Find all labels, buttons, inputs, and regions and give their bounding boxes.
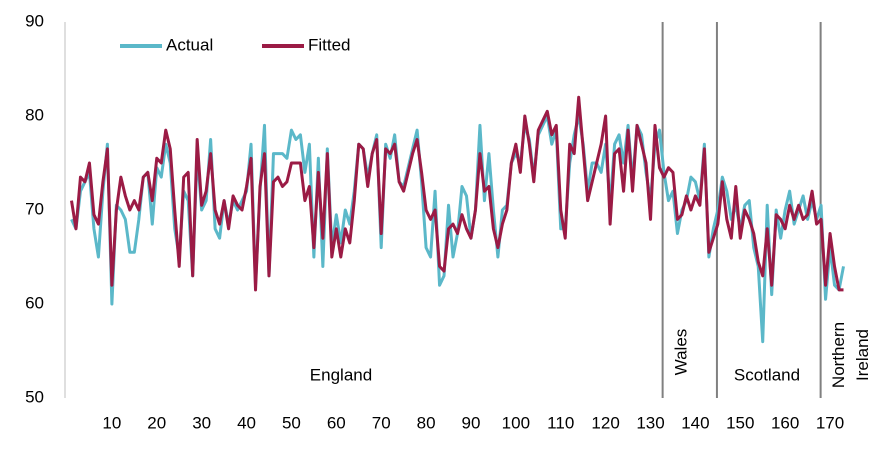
- x-tick-label: 40: [237, 413, 256, 432]
- x-tick-label: 20: [147, 413, 166, 432]
- x-tick-label: 70: [372, 413, 391, 432]
- x-tick-label: 90: [462, 413, 481, 432]
- legend-label: Fitted: [308, 35, 351, 54]
- region-label: England: [310, 365, 372, 384]
- x-tick-label: 110: [547, 413, 574, 432]
- region-label: Scotland: [734, 365, 800, 384]
- x-tick-label: 150: [726, 413, 754, 432]
- region-label: Northern Ireland: [829, 322, 872, 388]
- x-tick-label: 30: [192, 413, 211, 432]
- region-label: Wales: [671, 329, 690, 376]
- x-tick-label: 120: [591, 413, 619, 432]
- x-tick-label: 10: [102, 413, 121, 432]
- x-tick-label: 60: [327, 413, 346, 432]
- legend-label: Actual: [166, 35, 213, 54]
- x-tick-label: 160: [771, 413, 799, 432]
- x-tick-label: 100: [502, 413, 530, 432]
- x-tick-label: 170: [816, 413, 844, 432]
- y-tick-label: 50: [25, 387, 44, 406]
- y-tick-label: 60: [25, 293, 44, 312]
- x-tick-label: 80: [417, 413, 436, 432]
- y-tick-label: 80: [25, 105, 44, 124]
- y-tick-label: 70: [25, 199, 44, 218]
- x-tick-label: 140: [681, 413, 709, 432]
- series-line: [70, 95, 844, 292]
- y-tick-label: 90: [25, 11, 44, 30]
- x-tick-label: 130: [636, 413, 664, 432]
- x-tick-label: 50: [282, 413, 301, 432]
